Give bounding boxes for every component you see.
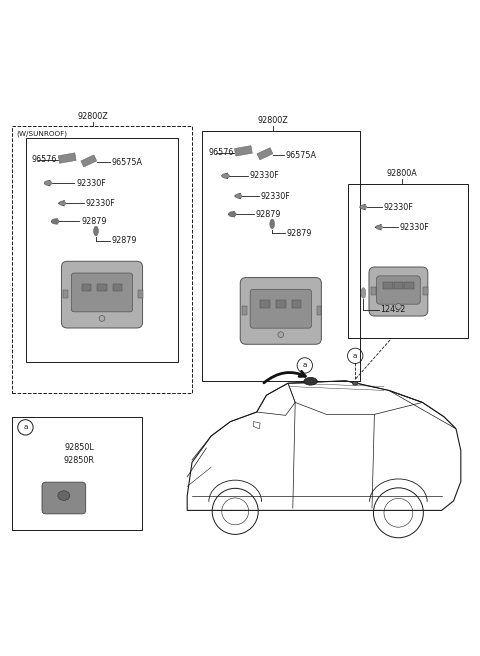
FancyBboxPatch shape: [42, 482, 85, 514]
Bar: [138, 290, 143, 298]
Ellipse shape: [59, 201, 66, 205]
Ellipse shape: [228, 212, 236, 217]
FancyBboxPatch shape: [71, 273, 132, 312]
Bar: [63, 290, 68, 298]
Text: 92879: 92879: [112, 236, 137, 245]
Circle shape: [396, 304, 401, 310]
Ellipse shape: [352, 381, 358, 385]
Ellipse shape: [304, 377, 317, 385]
Circle shape: [99, 316, 105, 321]
Bar: [113, 283, 122, 291]
Ellipse shape: [58, 491, 70, 501]
Text: a: a: [302, 362, 307, 369]
Text: 96575A: 96575A: [286, 151, 317, 159]
Text: 96576: 96576: [209, 148, 234, 157]
Bar: [371, 287, 376, 295]
Text: (W/SUNROOF): (W/SUNROOF): [17, 131, 68, 136]
Text: 92330F: 92330F: [400, 222, 430, 232]
Bar: [261, 300, 270, 308]
Text: 92330F: 92330F: [86, 199, 116, 208]
Ellipse shape: [44, 180, 52, 186]
Bar: [348, 184, 468, 338]
Bar: [394, 281, 403, 289]
Ellipse shape: [360, 205, 367, 209]
Bar: [12, 417, 142, 529]
Bar: [81, 155, 97, 167]
Text: 92800A: 92800A: [386, 169, 418, 178]
Text: a: a: [353, 353, 358, 359]
Text: 92330F: 92330F: [250, 171, 279, 180]
Text: 92330F: 92330F: [383, 203, 413, 211]
Ellipse shape: [376, 225, 383, 230]
Text: a: a: [23, 424, 28, 430]
FancyBboxPatch shape: [369, 267, 428, 316]
Ellipse shape: [94, 226, 98, 236]
FancyBboxPatch shape: [250, 289, 312, 328]
Ellipse shape: [222, 173, 229, 178]
Text: 96575A: 96575A: [112, 158, 143, 167]
Bar: [97, 283, 107, 291]
Bar: [291, 300, 301, 308]
Text: 92850R: 92850R: [64, 457, 95, 466]
Bar: [82, 283, 91, 291]
Bar: [383, 281, 393, 289]
Ellipse shape: [361, 288, 366, 298]
FancyBboxPatch shape: [377, 276, 420, 304]
Bar: [317, 306, 322, 315]
Bar: [423, 287, 428, 295]
Bar: [12, 127, 192, 393]
Text: 92879: 92879: [287, 229, 312, 238]
Text: 92879: 92879: [256, 210, 281, 218]
FancyBboxPatch shape: [61, 261, 143, 328]
Text: 12492: 12492: [381, 305, 406, 314]
Bar: [404, 281, 414, 289]
Ellipse shape: [270, 219, 275, 229]
Bar: [234, 146, 252, 156]
Bar: [242, 306, 247, 315]
Text: 92800Z: 92800Z: [78, 112, 108, 121]
Bar: [276, 300, 286, 308]
FancyBboxPatch shape: [240, 277, 322, 344]
Text: 96576: 96576: [31, 155, 57, 165]
Bar: [202, 131, 360, 380]
Text: 92330F: 92330F: [76, 178, 106, 188]
Bar: [58, 153, 76, 163]
Circle shape: [278, 332, 284, 338]
Text: 92800Z: 92800Z: [257, 117, 288, 125]
Bar: [257, 148, 273, 160]
Text: 92330F: 92330F: [261, 192, 290, 201]
Text: 92850L: 92850L: [64, 443, 94, 453]
Text: 92879: 92879: [81, 217, 107, 226]
Ellipse shape: [235, 194, 242, 198]
Bar: [26, 138, 178, 361]
Ellipse shape: [51, 219, 59, 224]
